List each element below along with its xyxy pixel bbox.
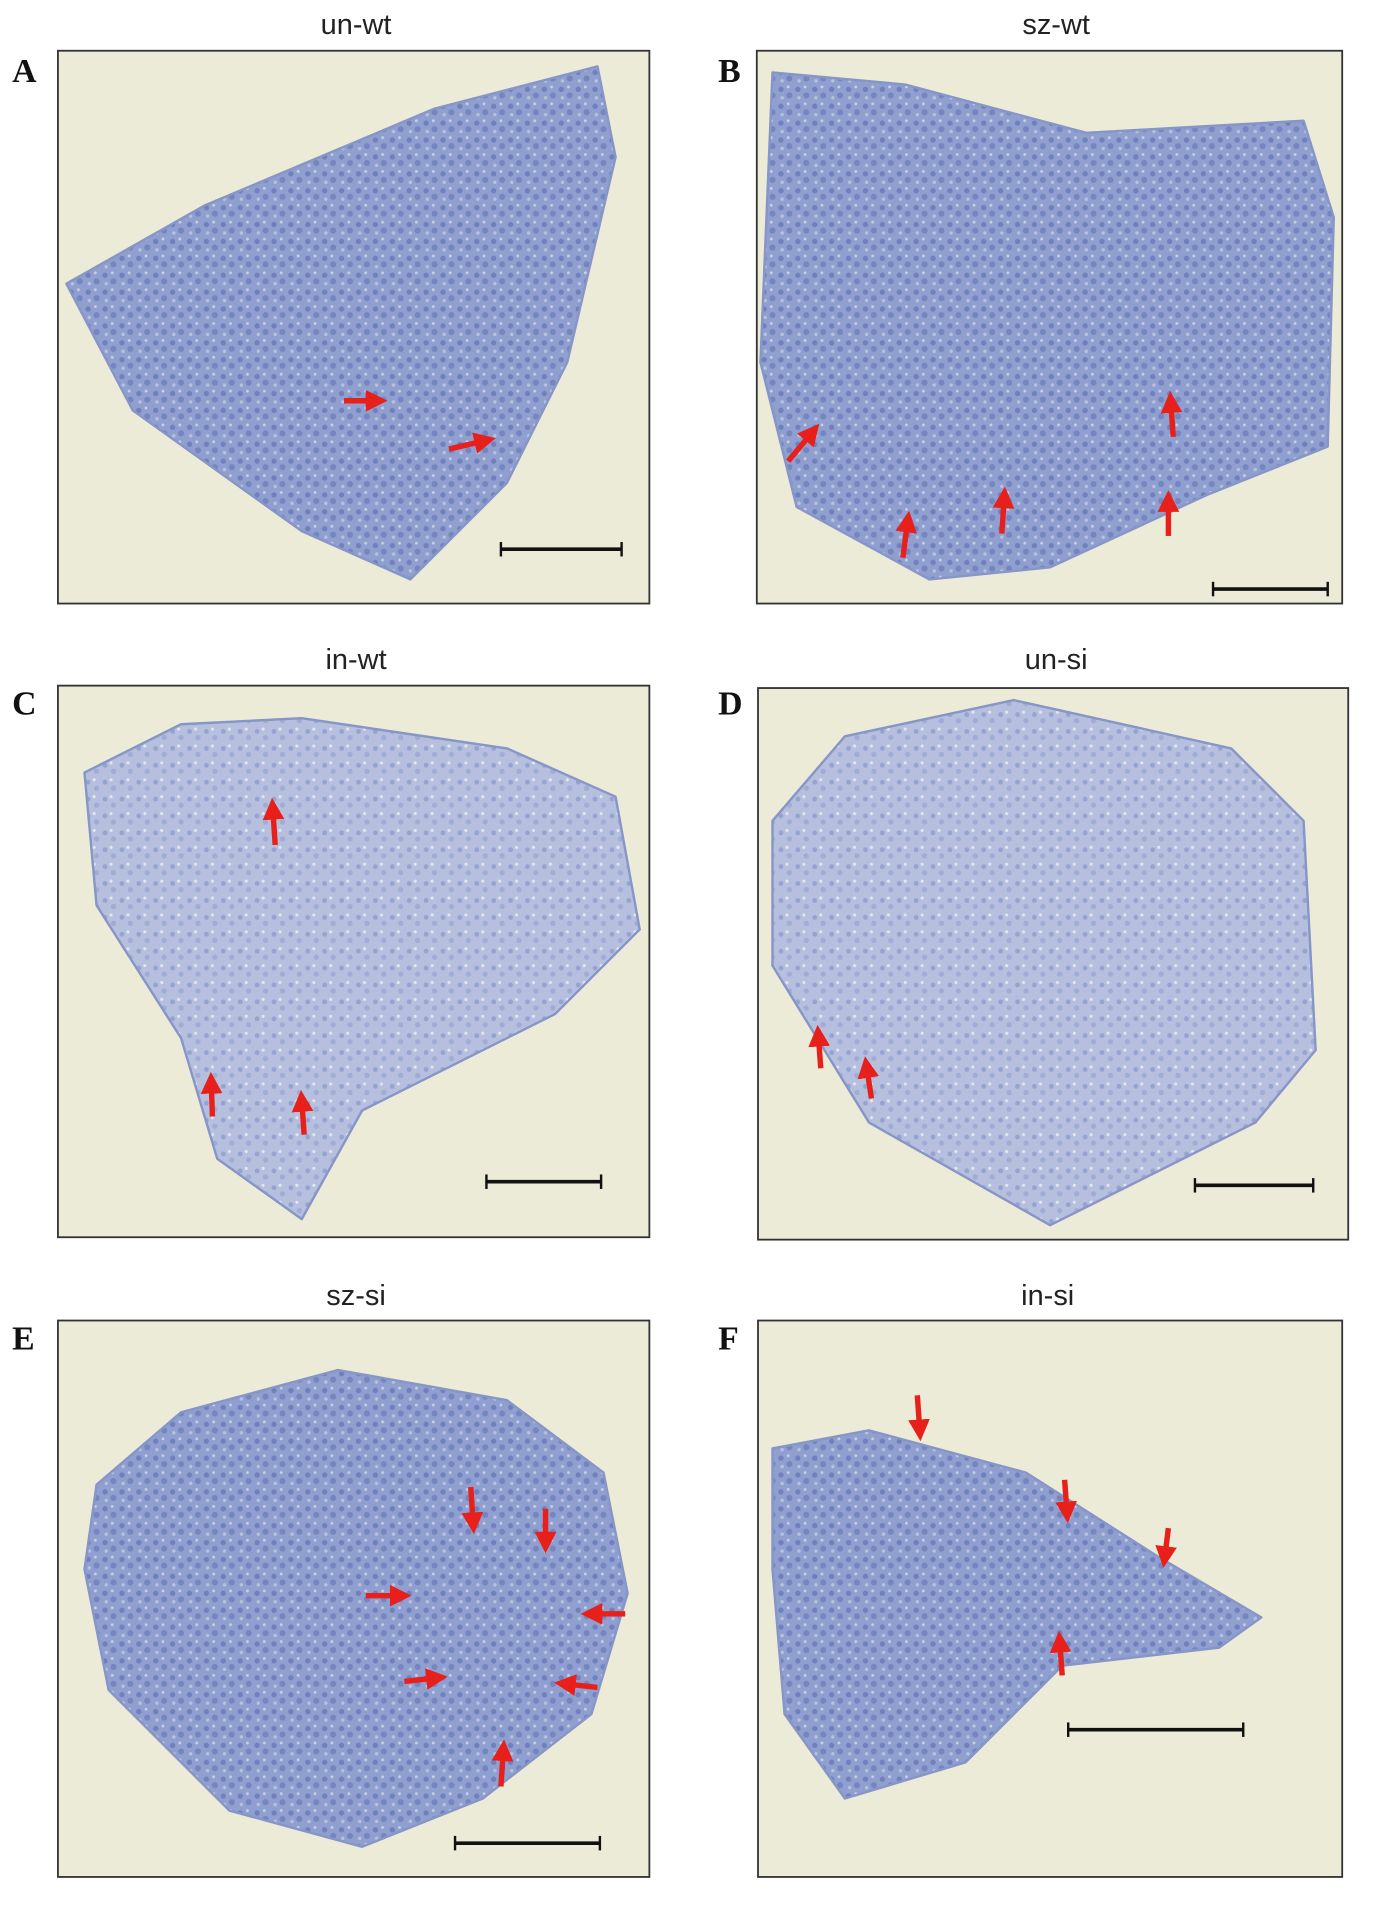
red-arrow xyxy=(262,797,285,846)
panel-title: un-wt xyxy=(321,9,392,41)
panel-title: un-si xyxy=(1025,644,1088,676)
red-arrow xyxy=(808,1024,830,1069)
panel-title: sz-wt xyxy=(1022,9,1090,41)
panel-letter: F xyxy=(718,1320,739,1357)
red-arrow xyxy=(461,1486,484,1535)
panel-letter: D xyxy=(718,686,742,723)
panel-title: in-wt xyxy=(325,644,386,676)
panel: sz-si E xyxy=(12,1280,651,1878)
red-arrow xyxy=(857,1056,880,1099)
tissue-section xyxy=(83,1368,629,1848)
red-arrow xyxy=(448,432,496,454)
tissue-section xyxy=(759,71,1335,581)
red-arrow xyxy=(554,1674,598,1696)
red-arrow xyxy=(1160,391,1183,438)
tissue-section xyxy=(83,717,641,1221)
panel-title: in-si xyxy=(1021,1280,1074,1312)
red-arrow xyxy=(291,1090,314,1135)
panel: un-wt A xyxy=(12,9,651,605)
panel: sz-wt B xyxy=(718,9,1344,605)
panel-letter: B xyxy=(718,53,741,90)
panel: in-si F xyxy=(718,1280,1344,1878)
red-arrow xyxy=(786,423,820,463)
red-arrow xyxy=(895,510,918,559)
red-arrow xyxy=(1155,1527,1177,1568)
red-arrow xyxy=(908,1395,930,1442)
panel: in-wt C xyxy=(12,644,651,1239)
red-arrow xyxy=(1055,1479,1078,1524)
panel: un-si D xyxy=(718,644,1350,1241)
red-arrow xyxy=(200,1071,223,1117)
red-arrow xyxy=(992,486,1015,534)
panel-letter: E xyxy=(12,1320,35,1357)
red-arrow xyxy=(1049,1630,1072,1676)
panel-letter: C xyxy=(12,686,36,723)
red-arrow xyxy=(404,1668,448,1690)
panel-title: sz-si xyxy=(326,1280,386,1312)
red-arrow xyxy=(491,1739,514,1787)
panel-letter: A xyxy=(12,53,37,90)
tissue-section xyxy=(771,1429,1263,1800)
tissue-section xyxy=(771,698,1317,1227)
